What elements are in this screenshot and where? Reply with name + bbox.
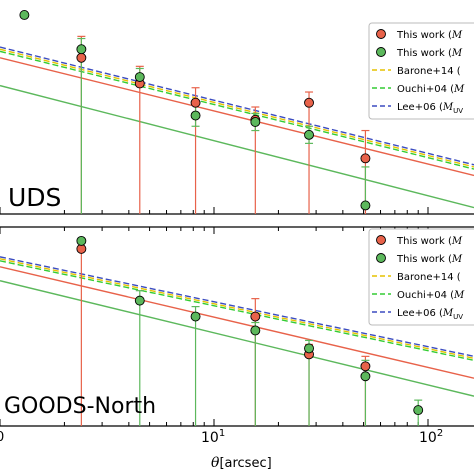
panel-0-series-1-point-3	[190, 110, 201, 121]
legend-bot-label-2: Barone+14 (	[397, 272, 461, 283]
panel-1-series-1-point-4	[304, 343, 314, 354]
panel-0-line-3	[0, 57, 474, 177]
x-tick-10-exp: 1	[219, 428, 225, 439]
x-tick-label-partial: 0	[0, 430, 4, 445]
legend-bot-frame	[368, 228, 474, 326]
panel-0-line-1	[0, 50, 474, 170]
legend-top-label-0: This work (M	[396, 30, 463, 41]
legend-top-frame	[368, 22, 474, 120]
panel-0-line-2	[0, 46, 474, 166]
legend-bot-marker-1	[376, 253, 386, 263]
panel-0-line-4	[0, 84, 474, 209]
panel-label-uds: UDS	[8, 183, 61, 212]
panel-0-series-1-point-6	[360, 200, 371, 211]
legend-bot-label-3: Ouchi+04 (M	[397, 290, 465, 301]
legend-bot-label-4: Lee+06 (MUV	[397, 308, 463, 321]
legend-goods-north: This work (M This work (M Barone+14 ( Ouchi…	[368, 228, 474, 326]
panel-0-series-0-point-5	[360, 153, 371, 164]
panel-1-line-3	[0, 266, 474, 379]
x-tick-100-base: 10	[419, 430, 437, 446]
panel-uds	[0, 10, 474, 214]
legend-bot-label-0: This work (M	[396, 236, 463, 247]
panel-1-series-1-point-0	[76, 235, 87, 246]
legend-bot-label-1: This work (M	[396, 254, 463, 265]
panel-0-series-1-point-4	[250, 117, 261, 127]
x-tick-10-base: 10	[201, 430, 219, 446]
panel-goods-north	[0, 235, 474, 426]
panel-0-series-1-point-5	[304, 129, 314, 140]
panel-1-series-1-point-2	[190, 311, 201, 322]
legend-top-label-2: Barone+14 (	[397, 66, 461, 77]
panel-1-series-0-point-3	[360, 361, 371, 372]
panel-1-series-1-point-3	[250, 325, 261, 336]
x-axis-label-theta: θ	[211, 455, 220, 471]
panel-1-series-1-point-1	[134, 295, 145, 306]
panel-1-series-0-point-1	[250, 311, 261, 322]
legend-bot-marker-0	[376, 235, 386, 245]
legend-top-label-1: This work (M	[396, 48, 463, 59]
legend-top-marker-0	[376, 29, 386, 39]
x-tick-label-100: 102	[419, 428, 443, 446]
panel-1-series-1-point-6	[413, 405, 424, 416]
legend-uds: This work (M This work (M Barone+14 ( Ouchi…	[368, 22, 474, 120]
panel-0-series-0-point-2	[190, 97, 201, 108]
panel-0-series-1-point-2	[134, 72, 145, 82]
legend-top-label-4: Lee+06 (MUV	[397, 102, 463, 115]
x-tick-100-exp: 2	[437, 428, 443, 439]
x-axis-label-unit: [arcsec]	[219, 456, 271, 471]
legend-top-label-3: Ouchi+04 (M	[397, 84, 465, 95]
panel-0-series-0-point-4	[304, 97, 314, 108]
panel-0-series-0-point-0	[76, 52, 87, 63]
panel-0-line-0	[0, 48, 474, 168]
x-axis-label: θ[arcsec]	[211, 455, 272, 471]
panel-label-goods-north: GOODS-North	[4, 394, 156, 419]
panel-0-series-1-point-1	[76, 44, 87, 55]
panel-0-series-1-point-0	[19, 10, 30, 20]
x-tick-label-10: 101	[201, 428, 225, 446]
panel-1-line-4	[0, 280, 474, 397]
panel-1-series-1-point-5	[360, 371, 371, 382]
legend-top-marker-1	[376, 47, 386, 57]
